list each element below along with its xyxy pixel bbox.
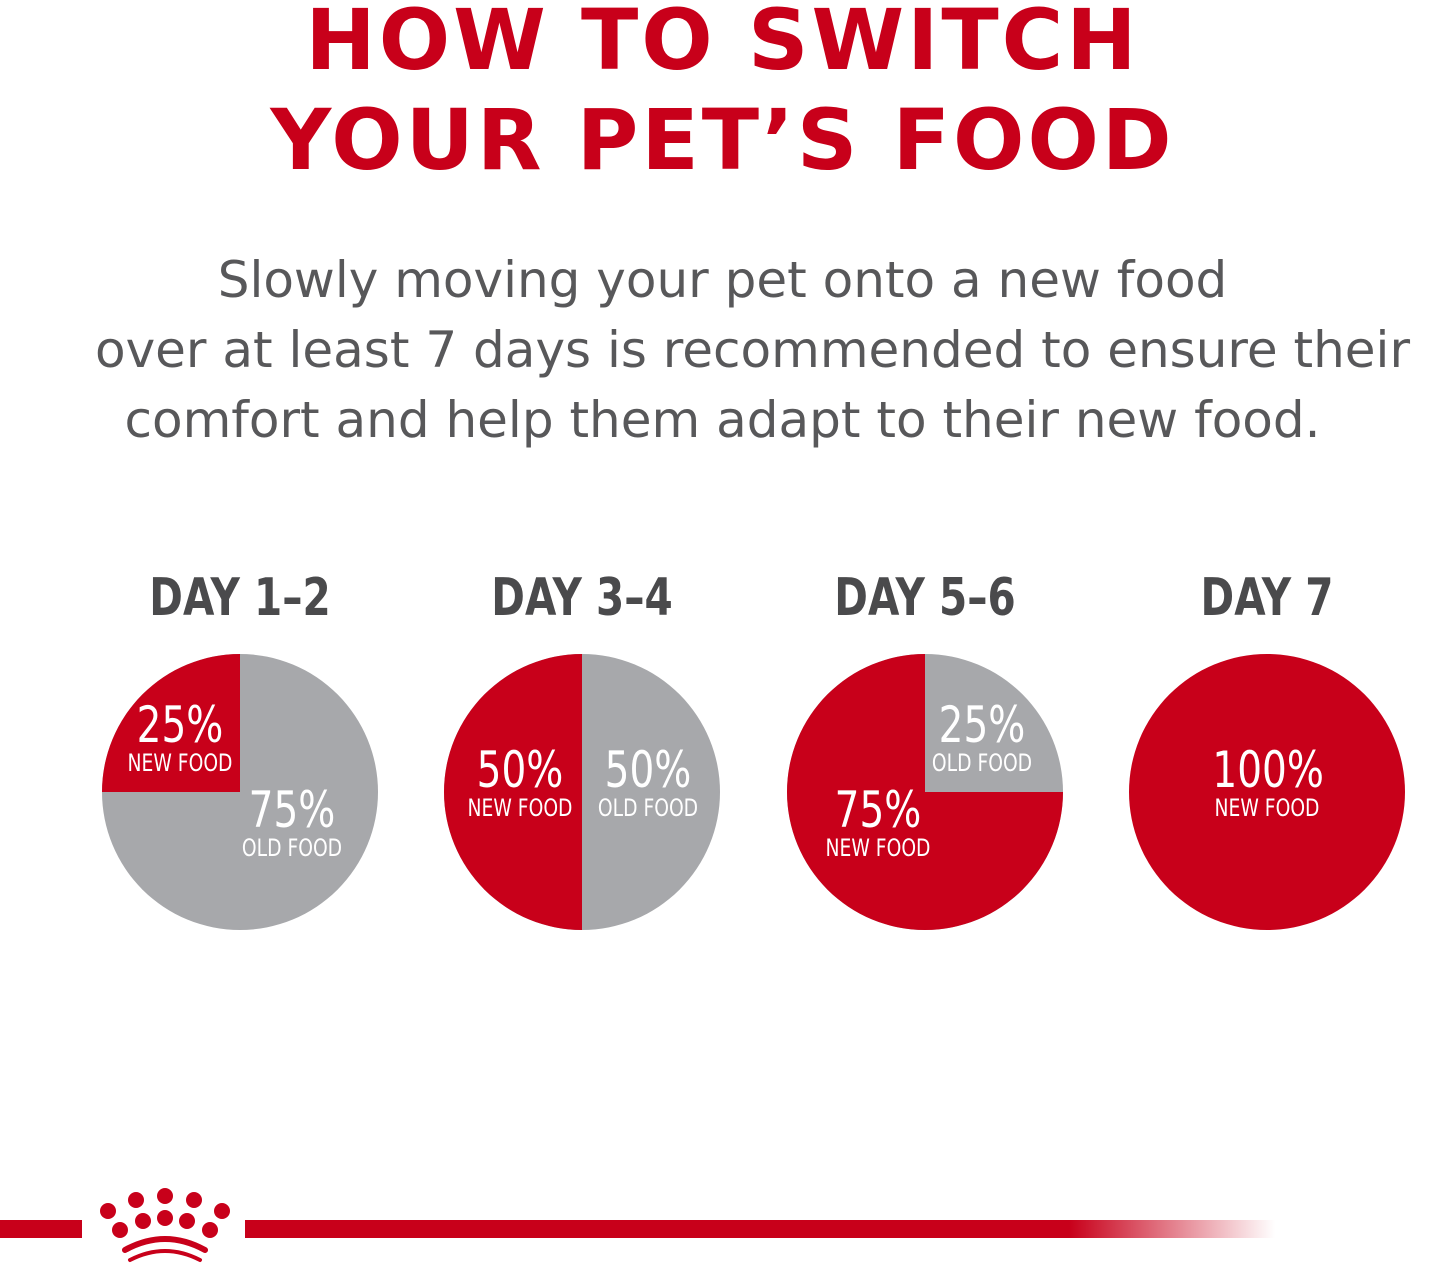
slice-percent: 100% — [1212, 741, 1324, 799]
pie-slice-new-food — [102, 654, 240, 792]
day-label: DAY 7 — [1200, 568, 1334, 628]
pie-slice-new-food — [787, 654, 1063, 930]
slice-label: 75% NEW FOOD — [823, 785, 932, 861]
slice-percent: 75% — [834, 781, 922, 839]
subtitle-line-1: Slowly moving your pet onto a new food — [217, 251, 1228, 309]
slice-percent: 50% — [604, 741, 692, 799]
slice-percent: 25% — [136, 696, 224, 754]
slice-name: NEW FOOD — [1214, 794, 1320, 822]
pie-chart — [444, 654, 720, 930]
slice-name: OLD FOOD — [241, 834, 343, 862]
slice-name: OLD FOOD — [931, 749, 1033, 777]
footer-bar-right — [245, 1220, 1275, 1238]
day-label: DAY 5–6 — [834, 568, 1016, 628]
slice-label: 75% OLD FOOD — [237, 785, 346, 861]
slice-name: NEW FOOD — [127, 749, 233, 777]
slice-label: 25% OLD FOOD — [927, 700, 1036, 776]
slice-label: 25% NEW FOOD — [125, 700, 234, 776]
slice-label: 100% NEW FOOD — [1212, 741, 1324, 822]
slice-percent: 50% — [476, 741, 564, 799]
day-label: DAY 1–2 — [149, 568, 331, 628]
pie-slice-new-food — [1129, 654, 1405, 930]
pie-chart — [102, 654, 378, 930]
crown-icon — [100, 1188, 230, 1262]
pie-chart — [1129, 654, 1405, 930]
slice-label: 50% OLD FOOD — [593, 745, 702, 821]
footer-bar-left — [0, 1220, 82, 1238]
slice-name: OLD FOOD — [597, 794, 699, 822]
subtitle-line-3: comfort and help them adapt to their new… — [124, 391, 1321, 449]
slice-percent: 75% — [248, 781, 336, 839]
pie-chart — [787, 654, 1063, 930]
slice-name: NEW FOOD — [467, 794, 573, 822]
title-line-2: YOUR PET’S FOOD — [270, 91, 1175, 189]
slice-name: NEW FOOD — [825, 834, 931, 862]
day-label: DAY 3–4 — [491, 568, 673, 628]
slice-label: 50% NEW FOOD — [465, 745, 574, 821]
title-line-1: HOW TO SWITCH — [305, 0, 1140, 89]
subtitle-line-2: over at least 7 days is recommended to e… — [94, 321, 1410, 379]
pie-slice-new-food — [444, 654, 582, 930]
slice-percent: 25% — [938, 696, 1026, 754]
